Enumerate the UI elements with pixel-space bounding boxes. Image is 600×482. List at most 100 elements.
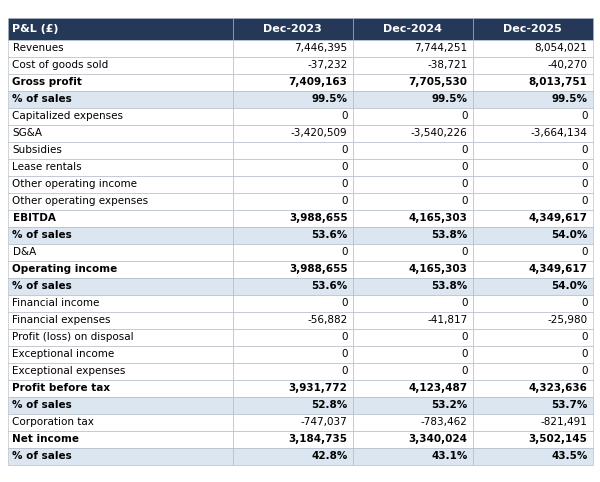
- Bar: [473, 107, 593, 124]
- Bar: [233, 210, 353, 227]
- Bar: [7, 142, 233, 159]
- Text: Exceptional income: Exceptional income: [13, 349, 115, 359]
- Text: 54.0%: 54.0%: [551, 281, 587, 291]
- Bar: [233, 159, 353, 175]
- Text: D&A: D&A: [13, 247, 36, 257]
- Text: 4,323,636: 4,323,636: [529, 383, 587, 393]
- Bar: [233, 107, 353, 124]
- Text: 0: 0: [461, 349, 467, 359]
- Text: 7,744,251: 7,744,251: [415, 43, 467, 53]
- Text: 0: 0: [461, 162, 467, 172]
- Bar: [353, 159, 473, 175]
- Bar: [473, 73, 593, 91]
- Text: 0: 0: [581, 111, 587, 121]
- Text: 53.8%: 53.8%: [431, 281, 467, 291]
- Bar: [7, 260, 233, 278]
- Bar: [473, 243, 593, 260]
- Bar: [7, 91, 233, 107]
- Text: 3,340,024: 3,340,024: [409, 434, 467, 444]
- Text: 7,705,530: 7,705,530: [409, 77, 467, 87]
- Bar: [473, 397, 593, 414]
- Bar: [473, 362, 593, 379]
- Bar: [353, 329, 473, 346]
- Bar: [353, 346, 473, 362]
- Text: P&L (£): P&L (£): [13, 24, 59, 34]
- Text: 0: 0: [341, 349, 347, 359]
- Bar: [233, 192, 353, 210]
- Bar: [7, 447, 233, 465]
- Bar: [7, 329, 233, 346]
- Bar: [7, 17, 233, 40]
- Bar: [353, 210, 473, 227]
- Text: Capitalized expenses: Capitalized expenses: [13, 111, 124, 121]
- Text: 0: 0: [341, 247, 347, 257]
- Bar: [473, 40, 593, 56]
- Bar: [473, 17, 593, 40]
- Text: 8,013,751: 8,013,751: [529, 77, 587, 87]
- Bar: [353, 260, 473, 278]
- Bar: [7, 175, 233, 192]
- Text: 0: 0: [461, 298, 467, 308]
- Text: -3,420,509: -3,420,509: [291, 128, 347, 138]
- Bar: [233, 414, 353, 430]
- Bar: [233, 243, 353, 260]
- Bar: [473, 192, 593, 210]
- Bar: [233, 329, 353, 346]
- Bar: [353, 414, 473, 430]
- Text: Other operating income: Other operating income: [13, 179, 137, 189]
- Bar: [473, 414, 593, 430]
- Text: 54.0%: 54.0%: [551, 230, 587, 240]
- Bar: [473, 329, 593, 346]
- Bar: [353, 379, 473, 397]
- Bar: [353, 430, 473, 447]
- Text: 99.5%: 99.5%: [431, 94, 467, 104]
- Text: % of sales: % of sales: [13, 400, 72, 410]
- Bar: [473, 142, 593, 159]
- Bar: [353, 107, 473, 124]
- Text: 0: 0: [461, 196, 467, 206]
- Bar: [7, 311, 233, 329]
- Text: Operating income: Operating income: [13, 264, 118, 274]
- Text: % of sales: % of sales: [13, 94, 72, 104]
- Bar: [353, 124, 473, 142]
- Bar: [353, 91, 473, 107]
- Bar: [233, 278, 353, 295]
- Bar: [7, 379, 233, 397]
- Bar: [7, 243, 233, 260]
- Text: 4,123,487: 4,123,487: [409, 383, 467, 393]
- Bar: [353, 243, 473, 260]
- Bar: [7, 192, 233, 210]
- Bar: [7, 295, 233, 311]
- Text: 7,446,395: 7,446,395: [295, 43, 347, 53]
- Bar: [353, 73, 473, 91]
- Text: Gross profit: Gross profit: [13, 77, 82, 87]
- Text: 53.6%: 53.6%: [311, 281, 347, 291]
- Bar: [353, 397, 473, 414]
- Bar: [233, 397, 353, 414]
- Text: -56,882: -56,882: [307, 315, 347, 325]
- Bar: [473, 260, 593, 278]
- Text: 0: 0: [341, 366, 347, 376]
- Text: 0: 0: [341, 162, 347, 172]
- Text: % of sales: % of sales: [13, 451, 72, 461]
- Text: Cost of goods sold: Cost of goods sold: [13, 60, 109, 70]
- Text: 43.5%: 43.5%: [551, 451, 587, 461]
- Text: Revenues: Revenues: [13, 43, 63, 53]
- Text: 99.5%: 99.5%: [311, 94, 347, 104]
- Bar: [473, 175, 593, 192]
- Bar: [353, 278, 473, 295]
- Text: 4,165,303: 4,165,303: [409, 213, 467, 223]
- Bar: [7, 40, 233, 56]
- Bar: [473, 379, 593, 397]
- Text: 4,349,617: 4,349,617: [529, 264, 587, 274]
- Text: 0: 0: [461, 366, 467, 376]
- Bar: [473, 430, 593, 447]
- Bar: [7, 124, 233, 142]
- Bar: [473, 159, 593, 175]
- Bar: [233, 379, 353, 397]
- Bar: [233, 124, 353, 142]
- Bar: [233, 175, 353, 192]
- Text: 0: 0: [461, 179, 467, 189]
- Text: -783,462: -783,462: [421, 417, 467, 427]
- Text: -38,721: -38,721: [427, 60, 467, 70]
